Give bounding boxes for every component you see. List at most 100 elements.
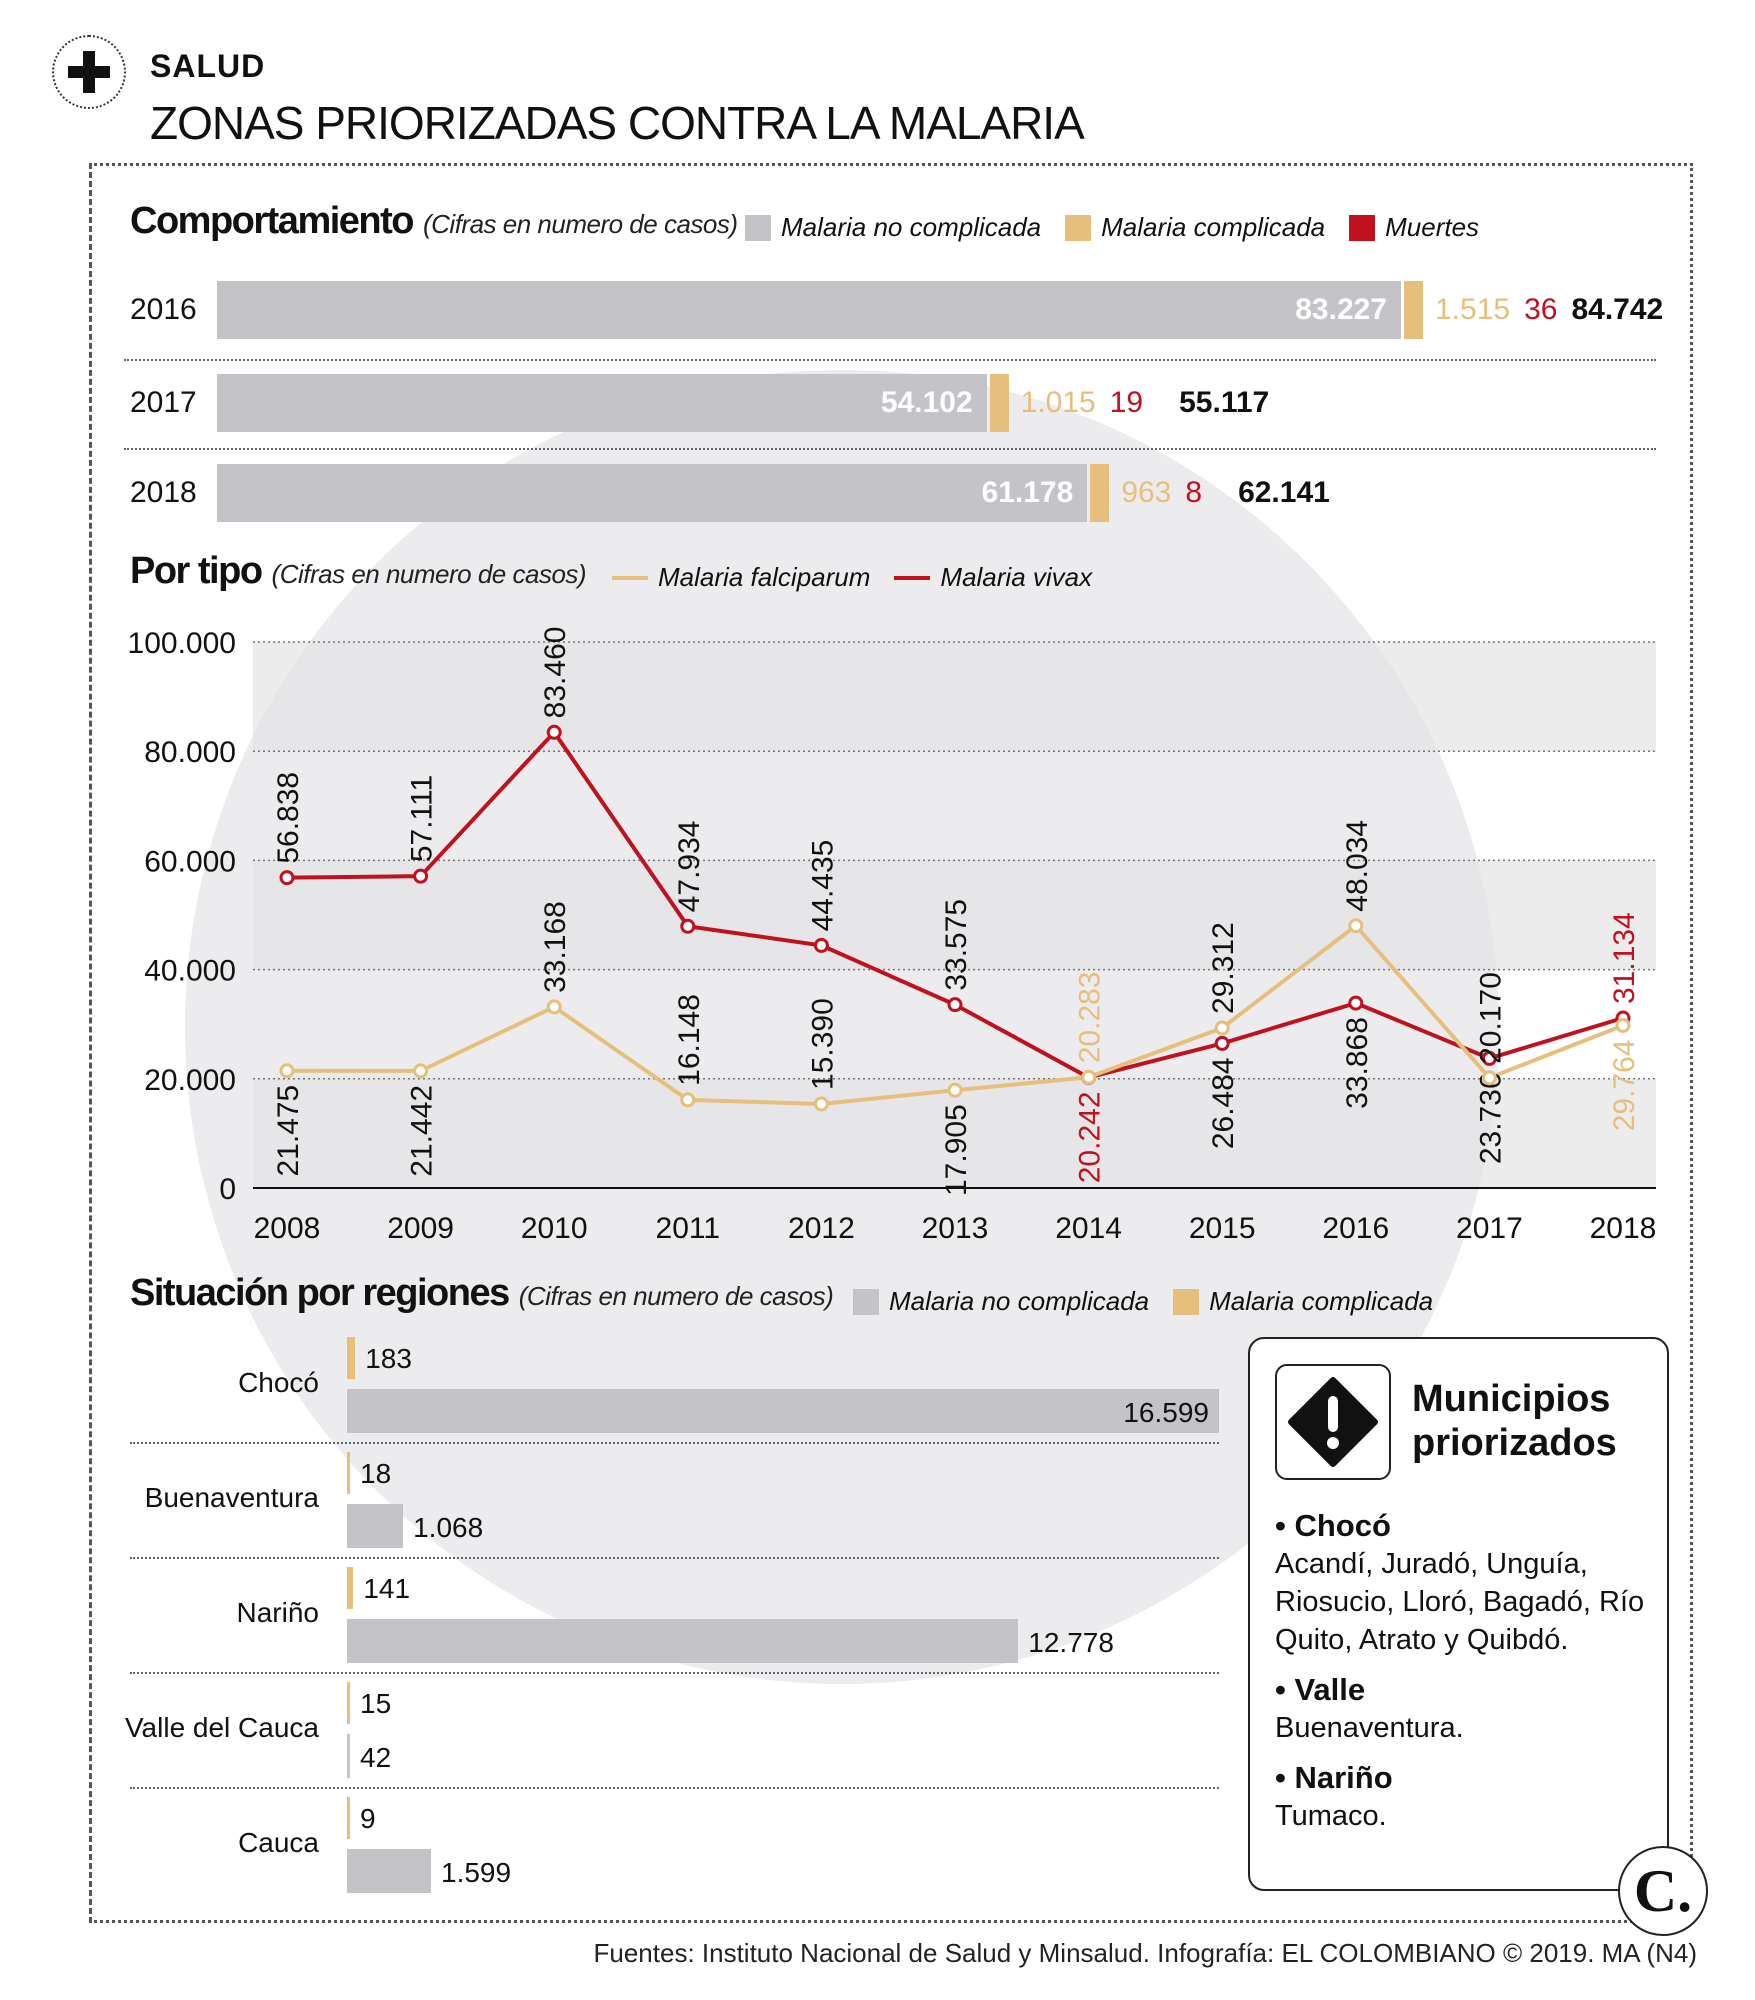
bar-no-complicada <box>217 374 987 432</box>
data-point <box>413 868 429 884</box>
divider <box>130 1557 1219 1559</box>
data-label: 57.111 <box>406 775 439 862</box>
complicada-value: 15 <box>360 1688 392 1719</box>
data-label: 48.034 <box>1341 820 1374 912</box>
region-label: Chocó <box>238 1367 319 1398</box>
x-tick-label: 2012 <box>788 1212 855 1245</box>
year-label: 2017 <box>130 386 197 419</box>
bar-value-label: 61.178 <box>981 476 1074 509</box>
data-point <box>680 1092 696 1108</box>
x-tick-label: 2016 <box>1322 1212 1389 1245</box>
total-value: 62.141 <box>1238 476 1330 509</box>
bar-complicada <box>989 374 1009 432</box>
data-point <box>1348 918 1364 934</box>
group-text: Tumaco. <box>1275 1800 1387 1832</box>
x-tick-label: 2010 <box>521 1212 588 1245</box>
data-label: 17.905 <box>940 1104 973 1196</box>
legend-swatch-complicada <box>1065 214 1092 241</box>
x-tick-label: 2011 <box>656 1212 721 1245</box>
divider <box>130 1672 1219 1674</box>
comportamiento-title: Comportamiento (Cifras en numero de casos… <box>130 200 738 242</box>
grid-band <box>253 642 1656 752</box>
group-text: Buenaventura. <box>1275 1712 1464 1744</box>
complicada-value: 9 <box>360 1803 376 1834</box>
divider <box>130 1442 1219 1444</box>
y-tick-label: 60.000 <box>144 845 236 878</box>
data-point <box>680 918 696 934</box>
row-values: 963 8 62.141 <box>1121 476 1330 510</box>
bar-complicada <box>347 1337 356 1379</box>
data-point <box>546 724 562 740</box>
data-label: 16.148 <box>673 994 706 1086</box>
data-label: 47.934 <box>673 821 706 913</box>
divider <box>124 448 1656 450</box>
data-label: 23.736 <box>1474 1072 1507 1164</box>
x-tick-label: 2015 <box>1189 1212 1256 1245</box>
line-chart: 0 20.000 40.000 60.000 80.000 100.000 2008 2009… <box>128 627 1657 1245</box>
complicada-value: 183 <box>365 1343 412 1374</box>
data-label: 33.868 <box>1341 1017 1374 1109</box>
bar-complicada <box>347 1682 350 1724</box>
data-point <box>1214 1020 1230 1036</box>
bar-complicada <box>1404 281 1423 339</box>
warning-icon <box>1275 1364 1391 1480</box>
year-label: 2018 <box>130 476 197 509</box>
data-point <box>546 999 562 1015</box>
data-point <box>1615 1017 1631 1033</box>
data-point <box>947 1082 963 1098</box>
data-point <box>413 1063 429 1079</box>
no-complicada-value: 12.778 <box>1028 1627 1114 1658</box>
bar-no-complicada <box>217 281 1401 339</box>
bar-complicada <box>347 1797 350 1839</box>
bar-no-complicada <box>347 1849 431 1893</box>
row-values: 1.015 19 55.117 <box>1021 386 1270 420</box>
complicada-value: 963 <box>1121 476 1172 509</box>
complicada-value: 18 <box>360 1458 392 1489</box>
regiones-title: Situación por regiones (Cifras en numero … <box>130 1272 834 1314</box>
data-point <box>1214 1035 1230 1051</box>
region-label: Nariño <box>236 1597 319 1628</box>
y-tick-label: 20.000 <box>144 1064 236 1097</box>
no-complicada-value: 1.599 <box>441 1857 512 1888</box>
data-label: 15.390 <box>806 998 839 1090</box>
data-label: 33.575 <box>940 899 973 991</box>
no-complicada-value: 42 <box>360 1742 392 1773</box>
complicada-value: 141 <box>363 1573 411 1604</box>
por-tipo-legend: Malaria falciparum Malaria vivax <box>612 562 1092 593</box>
x-tick-label: 2009 <box>387 1212 454 1245</box>
y-tick-label: 100.000 <box>128 627 236 660</box>
legend-swatch-no-complicada <box>745 214 771 241</box>
row-values: 1.515 36 84.742 <box>1435 293 1663 327</box>
x-tick-label: 2013 <box>922 1212 989 1245</box>
data-point <box>813 1096 829 1112</box>
data-label: 20.283 <box>1074 971 1107 1063</box>
x-tick-label: 2008 <box>254 1212 321 1245</box>
divider <box>124 359 1656 361</box>
data-label: 44.435 <box>806 840 839 932</box>
data-point <box>813 937 829 953</box>
data-label: 21.475 <box>272 1085 305 1177</box>
legend-line-vivax <box>894 575 931 580</box>
bar-no-complicada <box>347 1734 350 1778</box>
data-label: 21.442 <box>406 1085 439 1177</box>
complicada-value: 1.015 <box>1020 386 1096 419</box>
bar-complicada <box>1090 464 1110 522</box>
data-label: 26.484 <box>1207 1057 1240 1149</box>
x-tick-label: 2018 <box>1590 1212 1657 1245</box>
x-tick-label: 2017 <box>1456 1212 1523 1245</box>
regiones-legend: Malaria no complicada Malaria complicada <box>853 1286 1433 1317</box>
complicada-value: 1.515 <box>1435 293 1511 326</box>
data-label: 31.134 <box>1608 912 1641 1004</box>
data-label: 83.460 <box>539 627 572 719</box>
legend-swatch-muertes <box>1349 214 1376 241</box>
region-label: Valle del Cauca <box>124 1712 319 1743</box>
bar-complicada <box>347 1452 350 1494</box>
muertes-value: 19 <box>1109 386 1144 419</box>
grid-band <box>253 860 1656 970</box>
data-point <box>279 870 295 886</box>
muertes-value: 8 <box>1185 476 1203 509</box>
bar-value-label: 54.102 <box>880 386 973 419</box>
data-label: 33.168 <box>539 901 572 993</box>
data-point <box>947 997 963 1013</box>
